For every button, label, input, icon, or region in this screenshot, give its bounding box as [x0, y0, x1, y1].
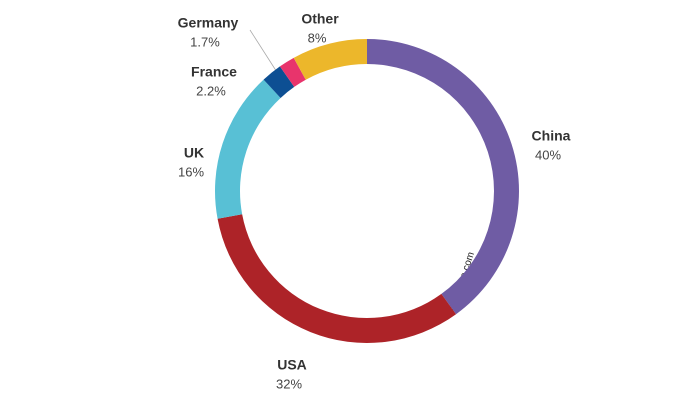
- segment-name: Other: [301, 11, 339, 27]
- donut-segment: [293, 39, 367, 80]
- donut-segment: [367, 39, 520, 315]
- segment-value-label: 2.2%: [196, 83, 226, 98]
- segment-value-label: 40%: [535, 147, 561, 162]
- segment-name: China: [532, 128, 571, 144]
- donut-segment: [217, 214, 457, 344]
- segment-name: USA: [277, 357, 307, 373]
- segment-name: Germany: [178, 15, 239, 31]
- donut-segment: [279, 57, 306, 87]
- segment-name: UK: [184, 145, 204, 161]
- segment-value-label: 8%: [308, 30, 327, 45]
- donut-segment: [263, 66, 295, 98]
- segment-value-label: 16%: [178, 164, 204, 179]
- donut-segment: [215, 79, 281, 219]
- segment-name: France: [191, 64, 237, 80]
- segment-value-label: 1.7%: [190, 34, 220, 49]
- segment-value-label: 32%: [276, 376, 302, 391]
